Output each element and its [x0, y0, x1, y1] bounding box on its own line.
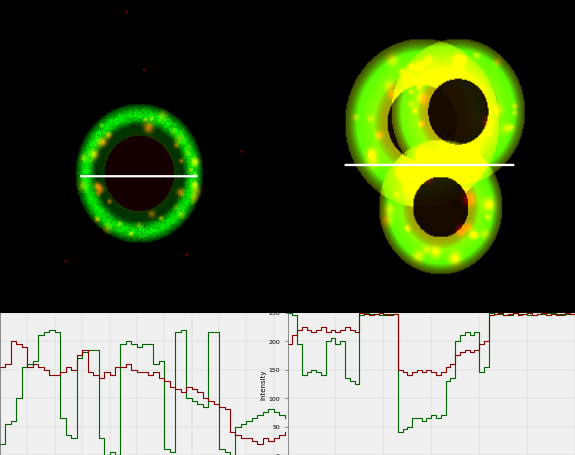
- Y-axis label: Intensity: Intensity: [260, 369, 267, 399]
